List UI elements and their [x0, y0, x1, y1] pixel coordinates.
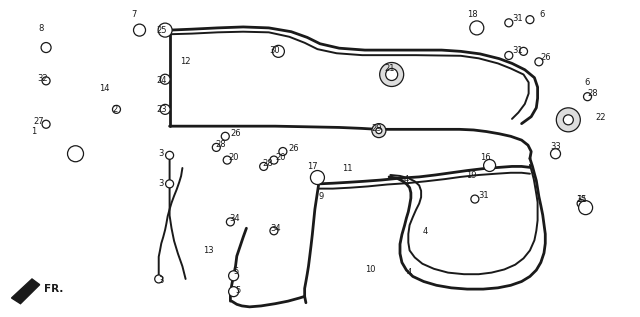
Circle shape: [505, 19, 513, 27]
Circle shape: [579, 201, 593, 215]
Text: 9: 9: [319, 192, 324, 201]
Text: 13: 13: [204, 246, 214, 255]
Text: 23: 23: [156, 105, 167, 114]
Circle shape: [160, 74, 170, 84]
Circle shape: [526, 16, 534, 24]
Circle shape: [279, 147, 287, 156]
Text: 18: 18: [467, 10, 478, 19]
Text: 5: 5: [235, 286, 240, 294]
Text: 16: 16: [480, 153, 491, 162]
Text: 3: 3: [159, 149, 164, 158]
Circle shape: [505, 51, 513, 60]
Text: 19: 19: [466, 171, 476, 180]
Circle shape: [158, 23, 172, 37]
Text: 27: 27: [33, 117, 44, 126]
Circle shape: [577, 199, 585, 208]
Text: 30: 30: [269, 46, 280, 55]
Text: 14: 14: [99, 84, 109, 93]
Circle shape: [68, 146, 83, 162]
Text: 22: 22: [595, 113, 605, 122]
Text: 3: 3: [159, 179, 164, 188]
Text: 12: 12: [180, 57, 191, 66]
Bar: [38, 106, 157, 239]
Circle shape: [310, 171, 324, 184]
Circle shape: [166, 151, 173, 159]
Circle shape: [42, 120, 50, 128]
Circle shape: [160, 104, 170, 114]
Bar: [157, 19, 243, 298]
Text: 4: 4: [406, 268, 412, 277]
Circle shape: [386, 68, 397, 81]
Circle shape: [372, 124, 386, 138]
Text: FR.: FR.: [44, 284, 63, 294]
Text: 31: 31: [512, 14, 523, 23]
Text: 7: 7: [131, 10, 136, 19]
Circle shape: [520, 47, 527, 55]
Text: 34: 34: [229, 214, 240, 223]
Text: 31: 31: [512, 46, 523, 55]
Text: 17: 17: [307, 162, 318, 171]
Text: 26: 26: [288, 144, 299, 153]
Circle shape: [260, 162, 268, 171]
Circle shape: [270, 227, 278, 235]
Circle shape: [166, 180, 173, 188]
Bar: [157, 19, 323, 155]
Circle shape: [484, 159, 495, 171]
Text: 28: 28: [215, 140, 226, 149]
Text: 4: 4: [403, 175, 408, 184]
Circle shape: [471, 195, 479, 203]
Text: 25: 25: [156, 26, 166, 35]
Circle shape: [212, 143, 220, 152]
Circle shape: [376, 128, 382, 133]
Circle shape: [41, 42, 51, 53]
Circle shape: [227, 218, 234, 226]
Circle shape: [223, 156, 231, 164]
Text: 2: 2: [112, 105, 117, 114]
Circle shape: [270, 156, 278, 164]
Circle shape: [380, 62, 404, 87]
Polygon shape: [12, 279, 40, 304]
Text: 20: 20: [228, 153, 239, 162]
Text: 10: 10: [365, 265, 375, 274]
Text: 1: 1: [31, 127, 36, 136]
Circle shape: [155, 275, 163, 283]
Bar: [317, 184, 448, 298]
Circle shape: [42, 77, 50, 85]
Text: 34: 34: [270, 224, 281, 233]
Circle shape: [584, 93, 591, 101]
Text: 26: 26: [541, 53, 552, 61]
Text: 28: 28: [262, 159, 273, 168]
Text: 31: 31: [479, 191, 490, 200]
Text: 11: 11: [342, 164, 353, 172]
Text: 8: 8: [38, 24, 44, 33]
Text: 28: 28: [588, 89, 598, 98]
Circle shape: [228, 271, 239, 281]
Circle shape: [563, 115, 573, 125]
Text: 20: 20: [275, 153, 285, 162]
Text: 29: 29: [371, 124, 381, 133]
Text: 3: 3: [159, 276, 164, 285]
Circle shape: [470, 21, 484, 35]
Text: 24: 24: [156, 76, 166, 85]
Circle shape: [221, 132, 229, 140]
Text: 32: 32: [37, 74, 48, 83]
Circle shape: [535, 58, 543, 66]
Text: 21: 21: [384, 64, 394, 73]
Text: 6: 6: [539, 10, 544, 19]
Circle shape: [550, 149, 561, 159]
Text: 26: 26: [230, 129, 241, 138]
Circle shape: [113, 105, 120, 113]
Circle shape: [228, 287, 239, 297]
Text: 6: 6: [584, 78, 589, 87]
Circle shape: [273, 45, 284, 57]
Circle shape: [556, 108, 580, 132]
Text: 33: 33: [550, 142, 561, 151]
Text: 31: 31: [576, 195, 587, 204]
Text: 15: 15: [576, 195, 586, 204]
Circle shape: [134, 24, 145, 36]
Text: 4: 4: [422, 227, 428, 236]
Text: 5: 5: [234, 268, 239, 276]
